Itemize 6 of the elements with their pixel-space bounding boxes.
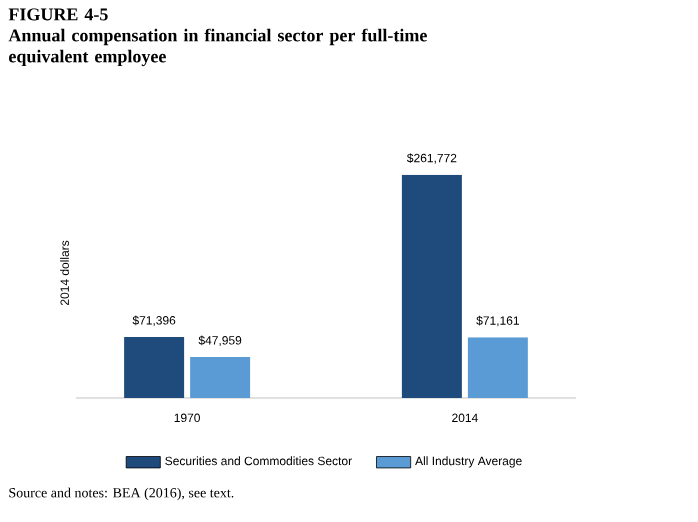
- bar: [190, 357, 251, 398]
- chart-title: FIGURE 4-5: [8, 8, 108, 21]
- bar: [401, 174, 462, 398]
- bar: [467, 337, 528, 398]
- bar: [124, 337, 185, 398]
- chart-subtitle: Annual compensation in financial sector per full-time equivalent employee: [8, 28, 427, 67]
